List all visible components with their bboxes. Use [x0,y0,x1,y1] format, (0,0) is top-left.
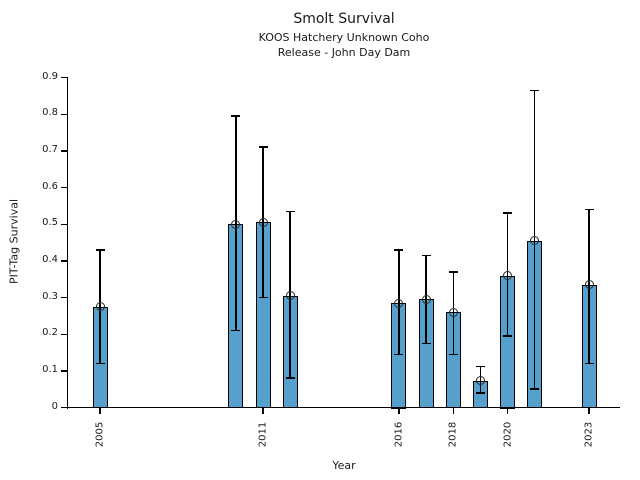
y-tick-label: 0 [51,400,58,412]
error-cap-low-2020 [503,335,513,337]
x-tick [398,408,400,415]
point-marker-2010 [231,219,241,229]
error-cap-high-2019 [475,365,485,368]
y-tick-label: 0.4 [42,253,58,265]
point-marker-2016 [394,298,404,308]
error-cap-low-2005 [95,362,105,365]
x-tick-label: 2016 [393,421,405,448]
point-marker-2018 [448,307,458,317]
error-cap-low-2017 [421,342,431,345]
error-cap-low-2021 [530,388,540,390]
point-marker-2020 [503,271,513,280]
y-tick-label: 0.5 [42,217,58,229]
x-tick [99,408,101,415]
y-tick [60,260,67,262]
point-marker-2012 [285,291,295,301]
y-tick-label: 0.6 [42,180,58,192]
x-tick [452,408,454,415]
error-cap-high-2005 [95,249,105,251]
error-cap-high-2017 [421,254,431,257]
error-cap-high-2023 [584,208,594,211]
y-tick [60,370,67,372]
chart-subtitle-release: Release - John Day Dam [277,46,411,59]
x-tick-label: 2023 [583,421,595,448]
x-axis-spine [66,406,620,409]
point-marker-2017 [421,294,431,304]
error-cap-high-2020 [503,212,513,214]
error-cap-low-2012 [285,377,295,379]
error-cap-high-2012 [285,210,295,213]
y-tick-label: 0.8 [42,107,58,119]
x-tick-label: 2018 [447,421,459,448]
error-cap-high-2010 [231,115,241,117]
y-tick [60,186,67,189]
x-axis-label: Year [332,459,356,472]
error-cap-low-2016 [394,353,404,356]
y-tick-label: 0.3 [42,290,58,302]
y-tick [60,296,67,299]
y-tick-label: 0.2 [42,327,58,339]
x-tick-label: 2005 [94,421,106,448]
x-tick [262,408,264,415]
error-cap-low-2010 [231,329,241,332]
point-marker-2011 [258,217,268,227]
y-tick-label: 0.9 [42,70,58,82]
error-cap-low-2011 [258,296,268,299]
x-tick-label: 2020 [502,421,514,448]
point-marker-2021 [530,236,540,246]
point-marker-2005 [95,302,105,312]
y-tick [60,333,67,335]
error-cap-low-2018 [448,353,458,356]
chart-subtitle-hatchery: KOOS Hatchery Unknown Coho [258,31,430,44]
y-tick [60,76,67,79]
y-tick [60,113,67,115]
x-tick [506,408,509,415]
y-tick-label: 0.7 [42,143,58,155]
y-tick [60,223,67,225]
error-cap-high-2021 [530,89,540,92]
chart-title: Smolt Survival [293,11,395,27]
error-cap-low-2019 [475,392,485,394]
error-cap-high-2018 [448,271,458,273]
x-tick [588,408,590,415]
y-axis-spine [66,76,68,409]
point-marker-2023 [584,280,594,290]
point-marker-2019 [475,376,485,386]
y-tick [60,150,67,152]
x-tick-label: 2011 [257,421,269,448]
y-tick-label: 0.1 [42,363,58,375]
y-tick [60,406,67,409]
error-cap-high-2016 [394,249,404,251]
error-cap-low-2023 [584,362,594,365]
error-cap-high-2011 [258,146,268,148]
